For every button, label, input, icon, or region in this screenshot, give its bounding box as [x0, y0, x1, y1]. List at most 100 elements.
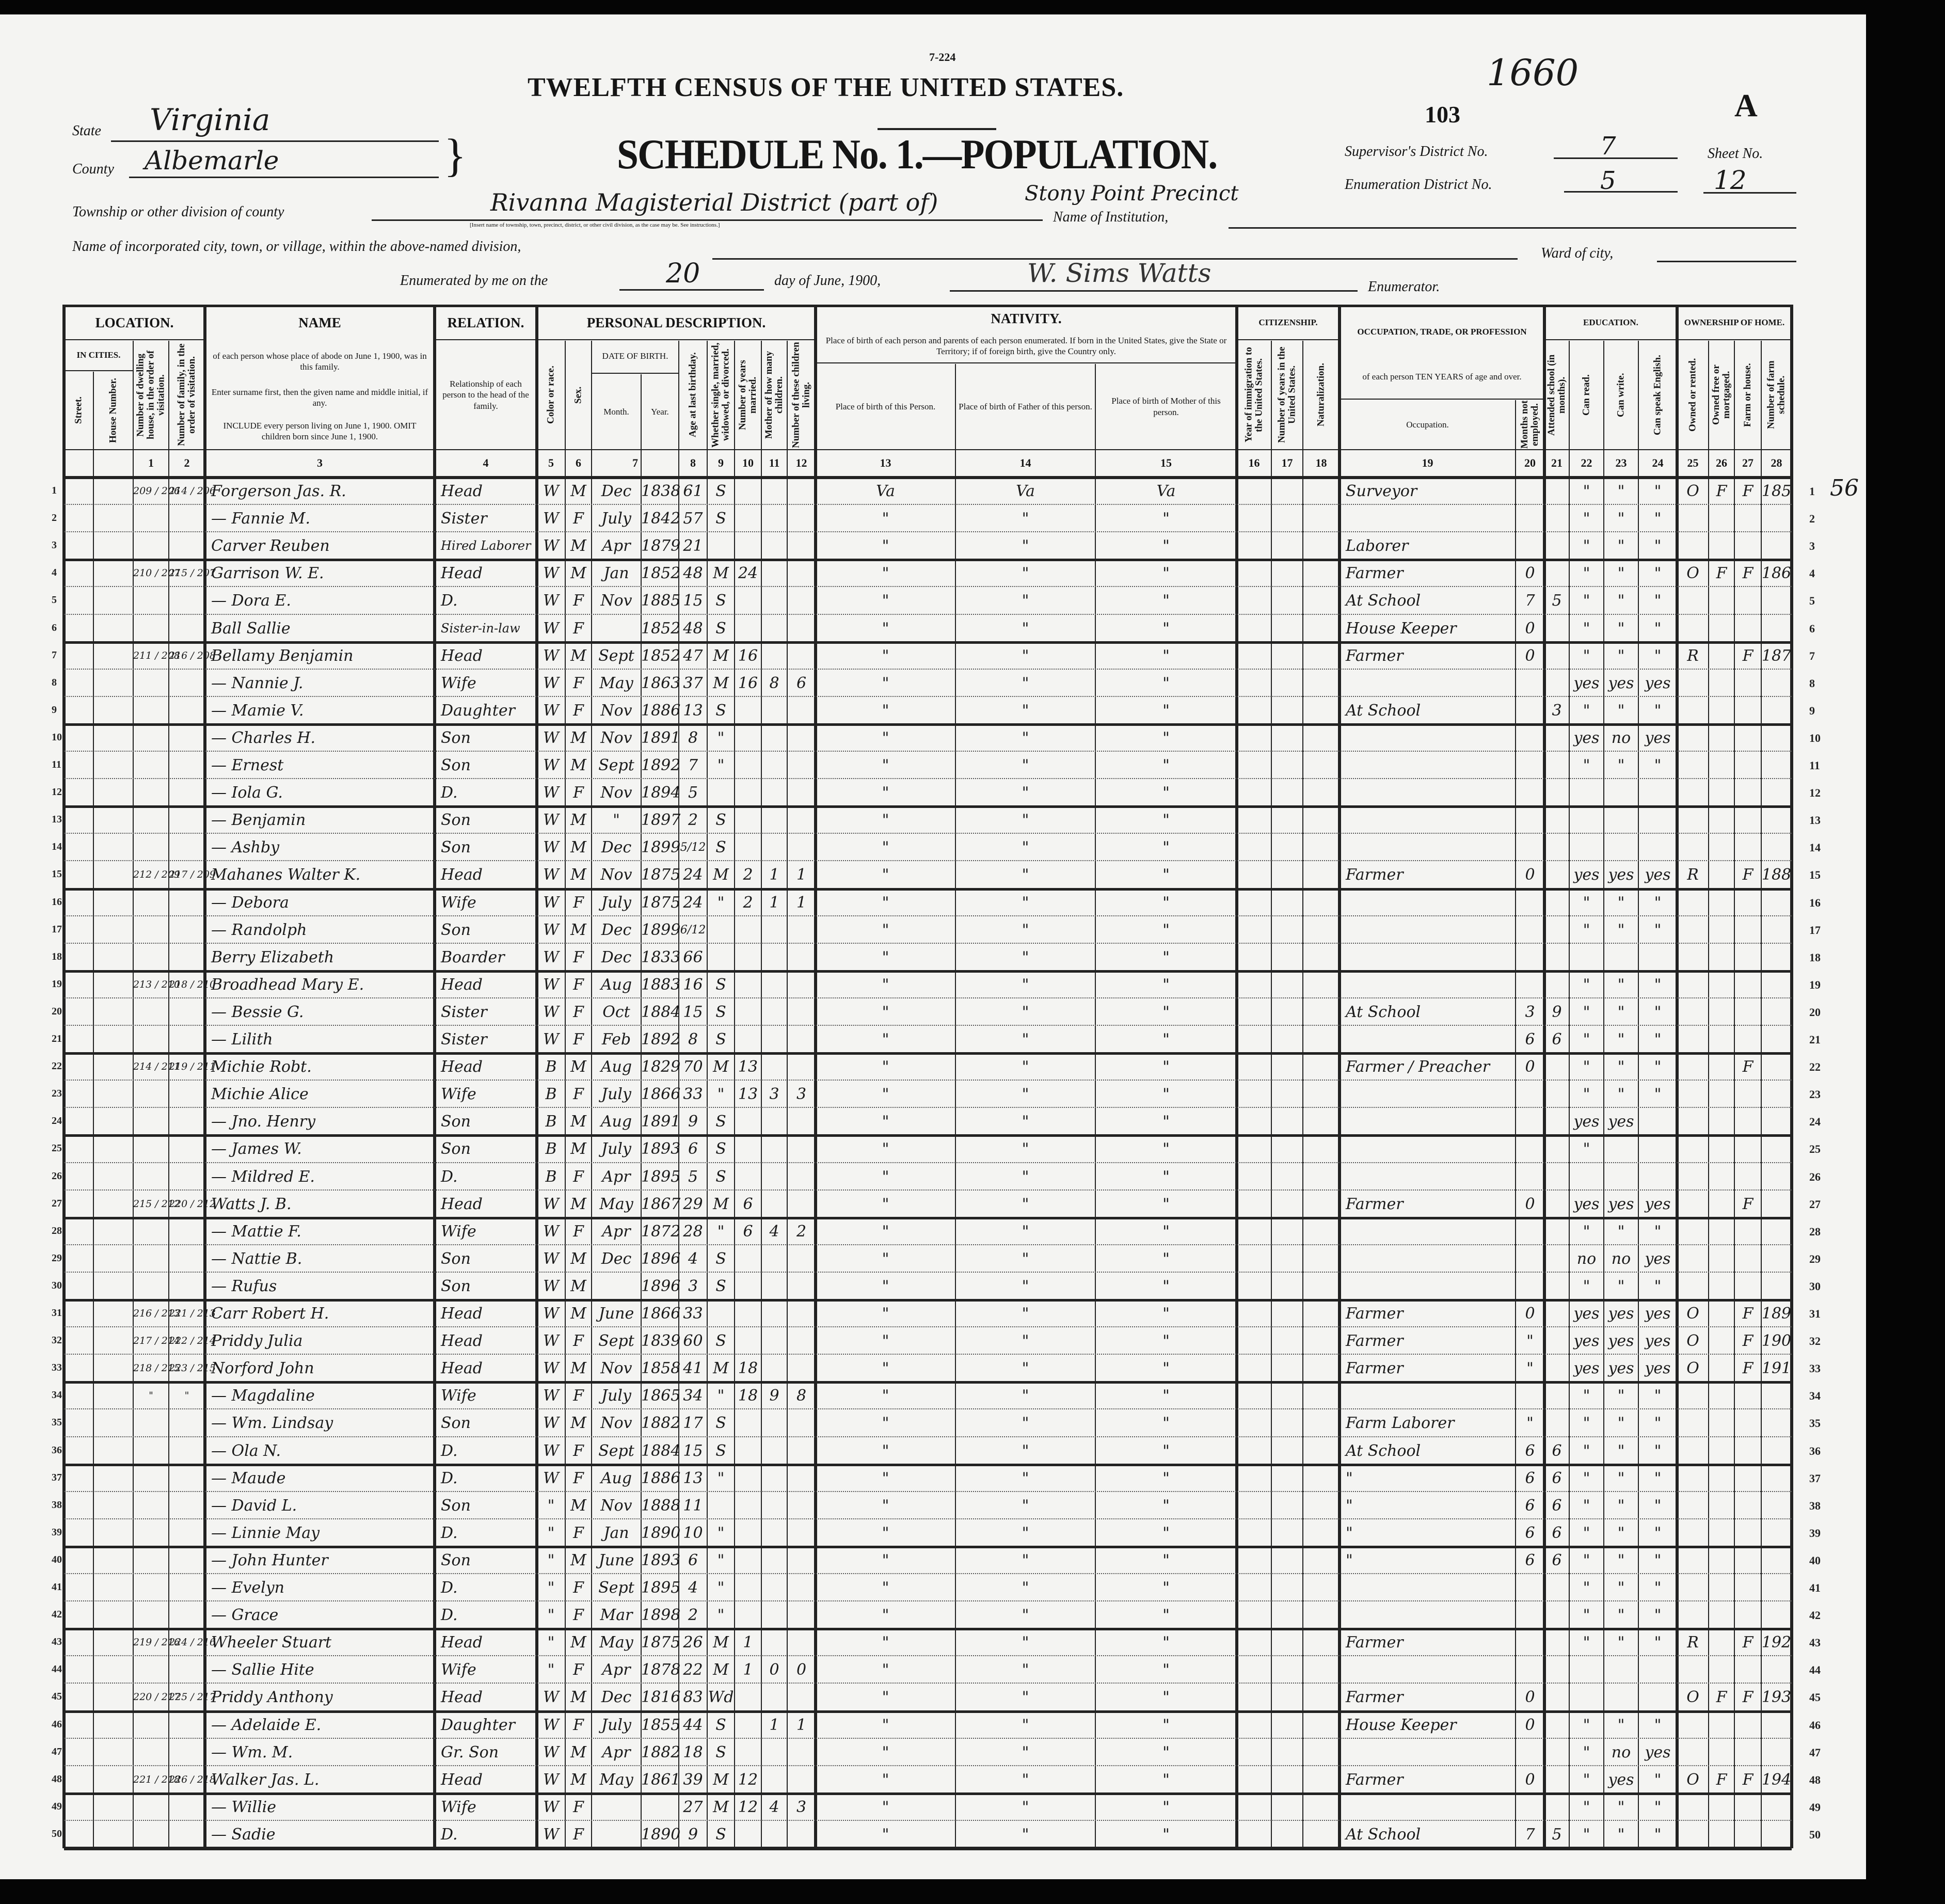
cell-can-read: yes [1573, 1359, 1600, 1378]
cell-relation: Daughter [441, 701, 515, 720]
cell-dwelling: 218 / 215 [133, 1362, 181, 1374]
cell-month: Apr [602, 537, 631, 556]
cell-children-living: 3 [796, 1085, 807, 1104]
cell-marital: S [715, 619, 726, 638]
cell-year: 1872 [641, 1222, 681, 1241]
cell-birthplace: " [882, 838, 889, 857]
cell-can-write: yes [1608, 1195, 1634, 1213]
cell-year: 1833 [641, 948, 681, 966]
cell-family: 217 / 209 [169, 869, 216, 881]
cell-name: — Debora [211, 893, 289, 912]
cell-relation: D. [441, 1469, 458, 1487]
cell-marital: S [715, 838, 726, 857]
row-group-rule [64, 1216, 1792, 1219]
enum-district-label: Enumeration District No. [1345, 177, 1492, 193]
cell-months-unemployed: 6 [1525, 1441, 1535, 1460]
cell-farm-house: F [1742, 1633, 1753, 1652]
cell-color: W [543, 1441, 559, 1460]
row-group-rule [64, 1463, 1792, 1466]
cell-mother-birthplace: " [1162, 1688, 1170, 1707]
row-number: 49 [1809, 1800, 1821, 1814]
cell-name: — Lilith [211, 1030, 273, 1049]
cell-year: 1885 [641, 592, 681, 610]
row-number-left: 12 [52, 786, 62, 798]
cell-family: 214 / 206 [169, 485, 216, 497]
cell-marital: S [715, 510, 726, 528]
cell-can-speak-english: " [1654, 1633, 1662, 1652]
cell-marital: M [713, 646, 729, 665]
cell-occupation: Surveyor [1346, 482, 1417, 500]
row-number: 25 [1809, 1143, 1821, 1156]
row-number: 5 [1809, 594, 1815, 608]
row-number: 37 [1809, 1471, 1821, 1485]
cell-family: 222 / 214 [169, 1335, 216, 1347]
row-number: 16 [1809, 896, 1821, 909]
family-number-header: Number of family, in the order of visita… [176, 343, 197, 447]
cell-sex: M [570, 1770, 586, 1789]
row-number: 24 [1809, 1115, 1821, 1129]
cell-month: Aug [600, 975, 632, 994]
row-number-left: 27 [52, 1197, 62, 1209]
cell-age: 33 [683, 1305, 703, 1323]
cell-relation: Son [441, 756, 471, 774]
cell-occupation: House Keeper [1346, 619, 1457, 638]
cell-marital: " [717, 1222, 725, 1241]
column-number: 26 [1716, 456, 1727, 469]
column-number: 18 [1315, 456, 1327, 469]
cell-family: 221 / 213 [169, 1308, 216, 1319]
cell-mother-birthplace: " [1162, 1277, 1170, 1295]
row-number: 1 [1809, 485, 1815, 498]
row-number: 2 [1809, 512, 1815, 526]
cell-name: — Sallie Hite [211, 1661, 314, 1679]
cell-color: W [543, 1414, 559, 1433]
cell-years-married: 16 [738, 674, 758, 692]
cell-color: W [543, 784, 559, 802]
cell-sex: F [573, 893, 584, 912]
cell-can-write: no [1611, 1743, 1631, 1762]
row-number-left: 47 [52, 1746, 62, 1757]
row-number-left: 2 [52, 512, 57, 524]
cell-color: " [547, 1579, 555, 1597]
cell-can-speak-english: yes [1645, 1332, 1671, 1351]
cell-farm-schedule: 190 [1761, 1332, 1792, 1351]
cell-can-speak-english: yes [1645, 728, 1671, 747]
cell-can-speak-english: " [1654, 592, 1662, 610]
cell-year: 1894 [641, 784, 681, 802]
cell-age: 22 [683, 1661, 703, 1679]
cell-can-speak-english: " [1654, 921, 1662, 939]
cell-can-read: yes [1573, 1113, 1600, 1131]
cell-family: 219 / 211 [169, 1061, 216, 1073]
cell-age: 39 [683, 1770, 703, 1789]
cell-relation: Boarder [441, 948, 505, 966]
cell-years-married: 1 [743, 1661, 753, 1679]
column-number: 6 [576, 456, 581, 469]
cell-can-write: " [1617, 1414, 1625, 1433]
cell-can-speak-english: " [1654, 1606, 1662, 1625]
cell-can-write: " [1617, 537, 1625, 556]
cell-age: 4 [688, 1579, 698, 1597]
cell-age: 15 [683, 592, 703, 610]
cell-name: — Iola G. [211, 784, 283, 802]
cell-color: W [543, 1195, 559, 1213]
header-rule [537, 339, 816, 340]
column-number: 10 [742, 456, 754, 469]
dwelling-number-header: Number of dwelling house, in the order o… [135, 350, 167, 440]
cell-relation: Sister-in-law [441, 621, 520, 636]
row-rule [64, 751, 1792, 752]
cell-family: 225 / 217 [169, 1691, 216, 1703]
cell-mother-birthplace: " [1162, 1743, 1170, 1762]
cell-can-speak-english: " [1654, 646, 1662, 665]
row-number: 42 [1809, 1609, 1821, 1622]
column-number: 2 [184, 456, 190, 469]
cell-relation: Sister [441, 1003, 487, 1021]
cell-school-months: 5 [1552, 592, 1562, 610]
stamp-number: 103 [1425, 101, 1460, 128]
cell-relation: D. [441, 1579, 458, 1597]
cell-father-birthplace: " [1022, 1195, 1029, 1213]
table-border [203, 305, 206, 1848]
cell-father-birthplace: " [1022, 1085, 1029, 1104]
cell-age: 6/12 [680, 923, 706, 937]
cell-farm-house: F [1742, 564, 1753, 583]
cell-relation: Head [441, 646, 483, 665]
cell-can-write: " [1617, 921, 1625, 939]
